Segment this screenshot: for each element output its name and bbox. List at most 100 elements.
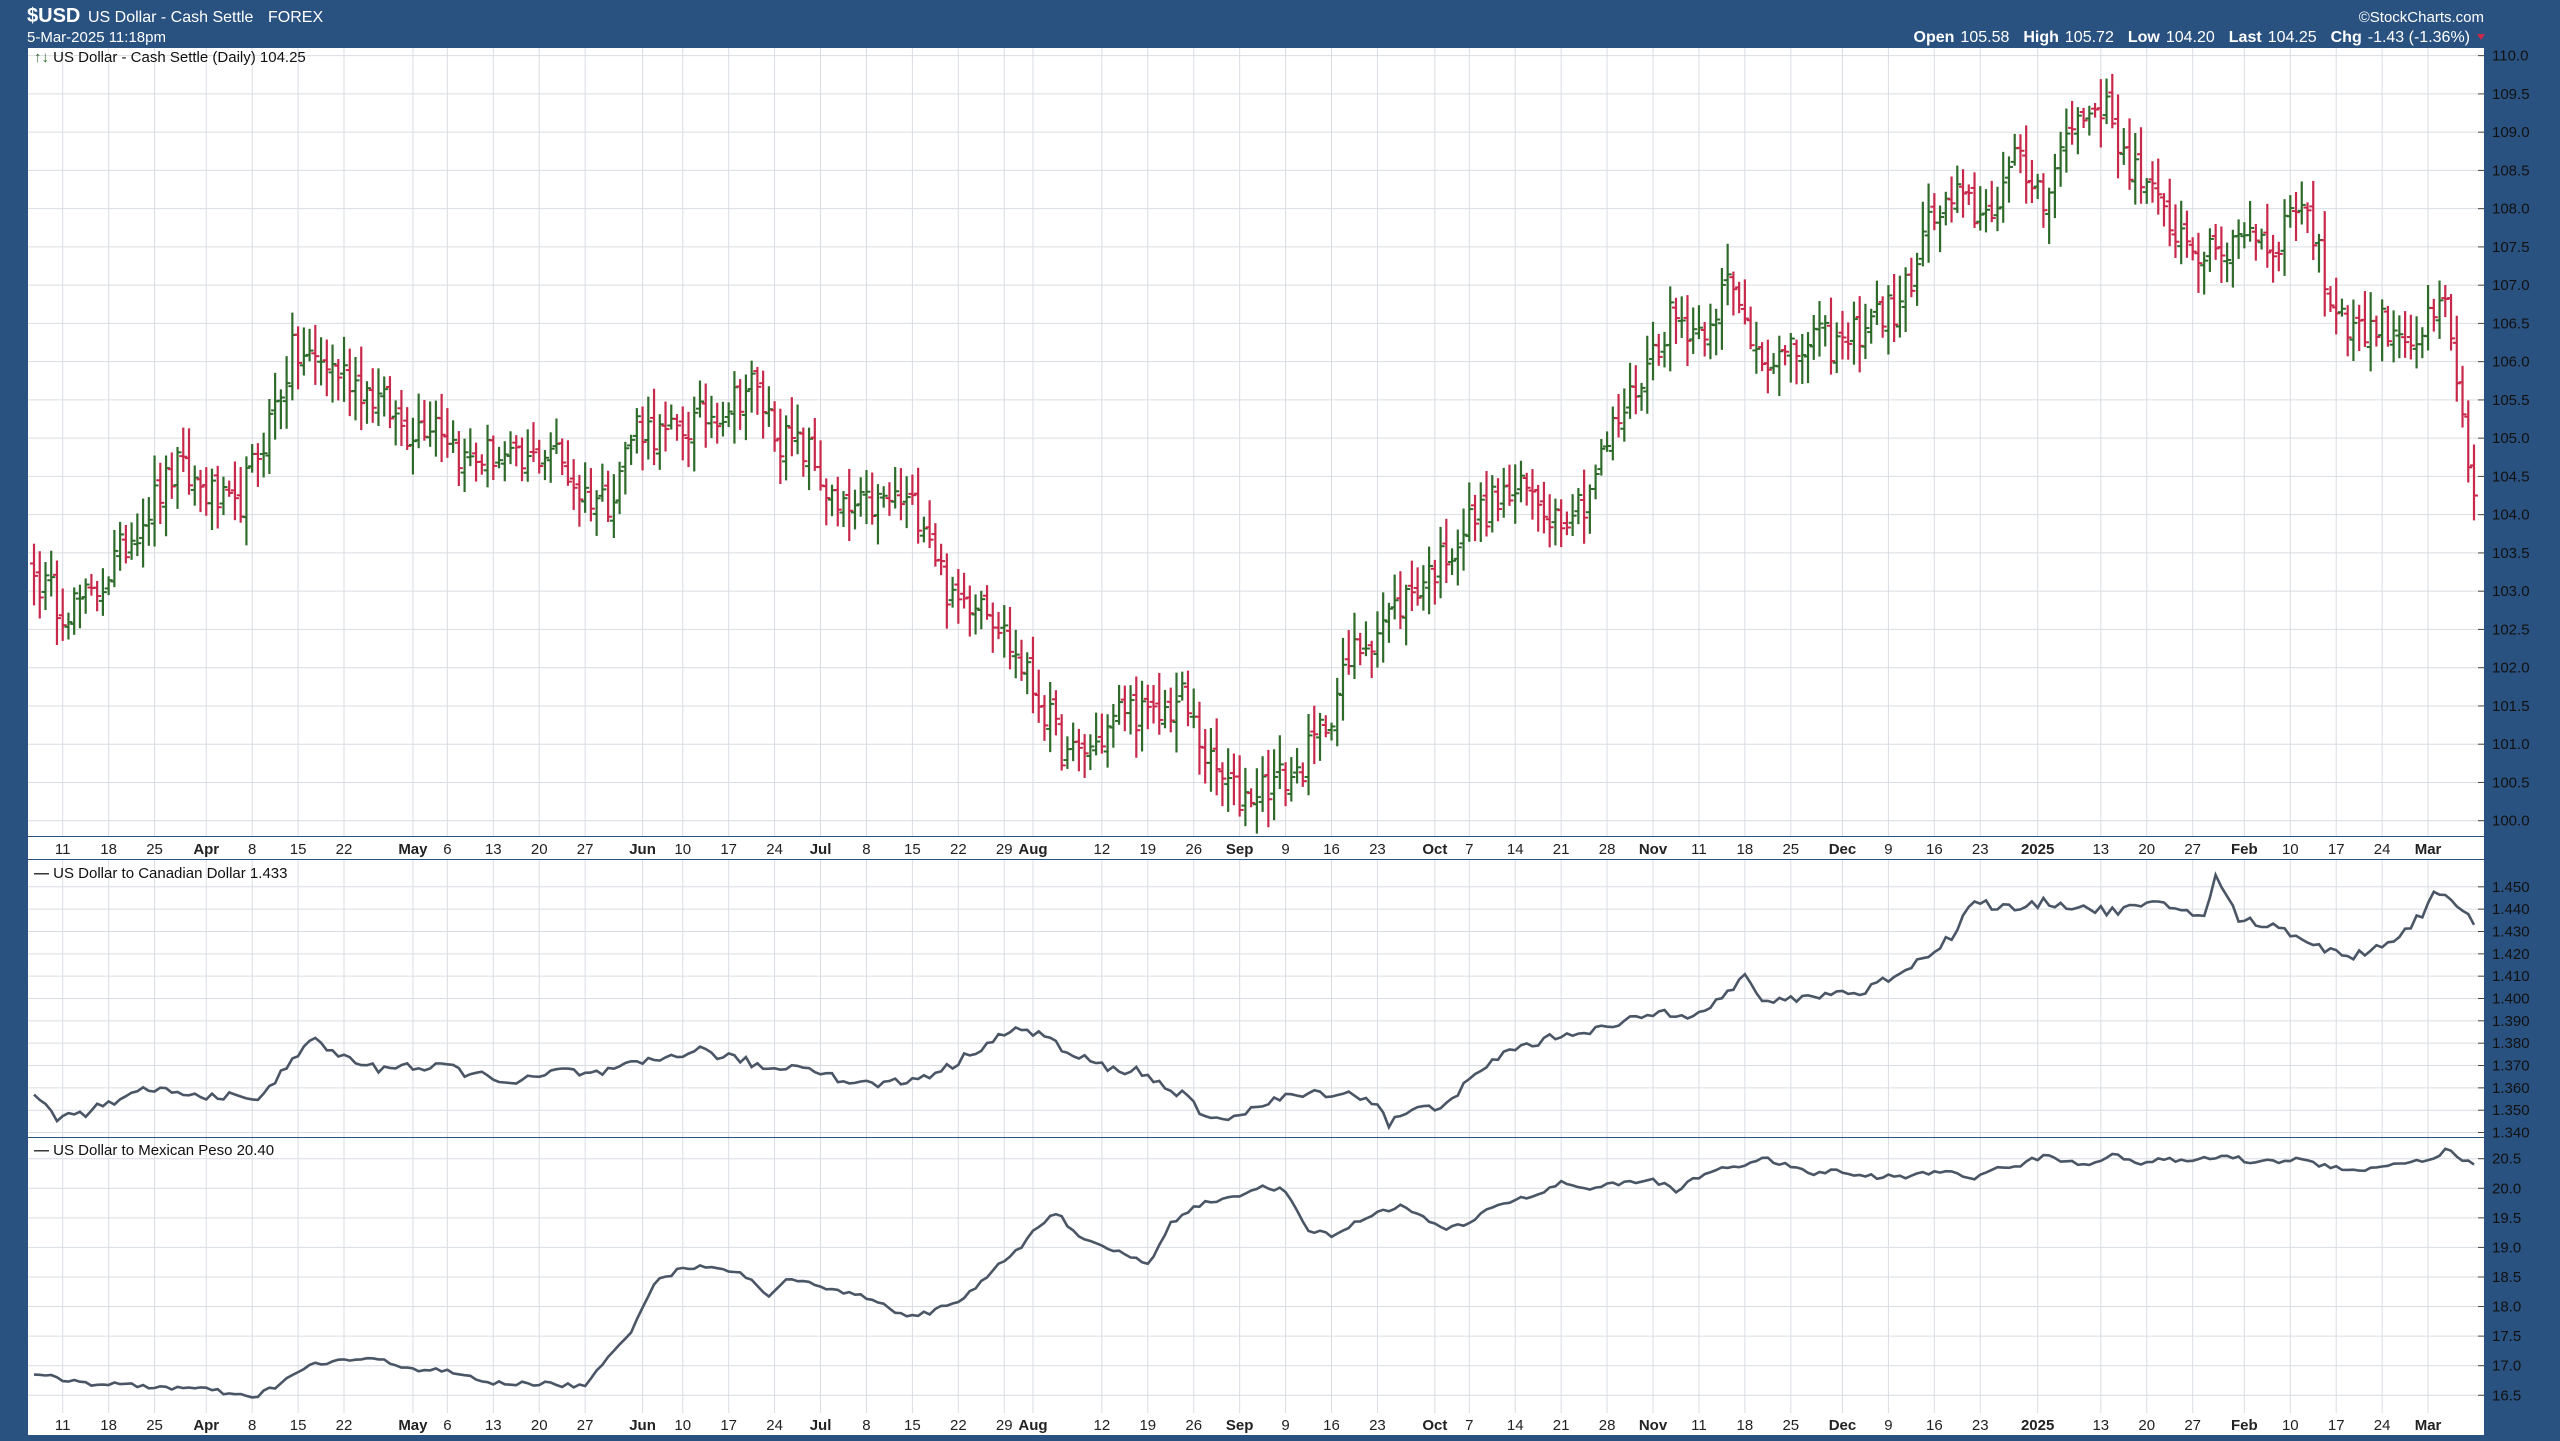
x-tick-label: 26 [1185,1417,1202,1434]
x-tick-label: 14 [1507,841,1524,858]
x-tick-label: 18 [1737,841,1754,858]
x-tick-label: 15 [904,1417,921,1434]
x-tick-label: 11 [55,841,71,858]
x-tick-label: 10 [2282,1417,2299,1434]
y-tick-label: 108.0 [2492,201,2530,218]
y-tick-label: 1.350 [2492,1102,2530,1119]
x-tick-label: 17 [720,841,737,858]
y-tick-label: 1.420 [2492,946,2530,963]
y-tick-label: 1.400 [2492,991,2530,1008]
y-tick-label: 103.0 [2492,583,2530,600]
x-tick-label: 8 [248,841,256,858]
y-tick-label: 107.0 [2492,277,2530,294]
x-tick-label: 12 [1094,841,1111,858]
x-tick-label: Feb [2231,1417,2258,1434]
x-tick-label: 13 [485,841,502,858]
x-tick-label: 22 [336,1417,353,1434]
x-tick-label: 9 [1281,841,1289,858]
x-tick-label: Sep [1226,1417,1254,1434]
x-tick-label: 17 [2328,841,2345,858]
x-tick-label: May [398,841,428,858]
x-tick-label: 10 [674,841,691,858]
x-tick-label: Mar [2415,841,2442,858]
y-tick-label: 18.5 [2492,1269,2521,1286]
y-tick-label: 1.390 [2492,1013,2530,1030]
y-tick-label: 1.410 [2492,968,2530,985]
price-panel: 100.0 100.5 101.0 101.5 102.0 102.5 103.0 103.5… [28,48,2530,836]
x-tick-label: 25 [146,841,163,858]
y-tick-label: 107.5 [2492,239,2530,256]
x-tick-label: 24 [766,841,783,858]
x-tick-label: 24 [2374,841,2391,858]
open-label: Open [1914,29,1955,46]
x-tick-label: 15 [290,1417,307,1434]
x-tick-label: Oct [1422,1417,1447,1434]
copyright: ©StockCharts.com [2359,9,2484,26]
y-tick-label: 102.5 [2492,621,2530,638]
x-tick-label: 14 [1507,1417,1524,1434]
x-tick-label: 2025 [2021,1417,2054,1434]
x-tick-label: 25 [1782,841,1799,858]
y-tick-label: 20.5 [2492,1151,2521,1168]
x-tick-label: 10 [674,1417,691,1434]
chg-label: Chg [2331,29,2362,46]
x-tick-label: 28 [1599,1417,1616,1434]
x-tick-label: 9 [1884,1417,1892,1434]
x-tick-label: 13 [2092,1417,2109,1434]
x-tick-label: 16 [1926,1417,1943,1434]
x-tick-label: 27 [577,1417,594,1434]
high-label: High [2023,29,2059,46]
x-tick-label: Nov [1639,841,1668,858]
cad-legend: — US Dollar to Canadian Dollar 1.433 [34,865,287,882]
mxn-legend: — US Dollar to Mexican Peso 20.40 [34,1142,274,1159]
x-tick-label: Apr [193,1417,219,1434]
mxn-legend-text: US Dollar to Mexican Peso 20.40 [53,1142,274,1159]
x-tick-label: 8 [248,1417,256,1434]
x-tick-label: 23 [1972,1417,1989,1434]
y-tick-label: 108.5 [2492,162,2530,179]
x-tick-label: 28 [1599,841,1616,858]
x-tick-label: Oct [1422,841,1447,858]
y-tick-label: 20.0 [2492,1180,2521,1197]
x-tick-label: 6 [443,841,451,858]
mxn-panel: 16.5 17.0 17.5 18.0 18.5 19.0 19.5 20.0 20.5 — U… [28,1138,2521,1413]
y-tick-label: 106.0 [2492,354,2530,371]
x-tick-label: 27 [577,841,594,858]
x-tick-label: Feb [2231,841,2258,858]
datetime: 5-Mar-2025 11:18pm [27,29,166,46]
x-tick-label: 26 [1185,841,1202,858]
x-tick-label: 15 [290,841,307,858]
x-tick-label: 7 [1465,1417,1473,1434]
x-tick-label: 8 [862,1417,870,1434]
y-tick-label: 104.0 [2492,507,2530,524]
ohlc-legend-icon: ↑↓ [34,49,53,66]
x-tick-label: 11 [1691,841,1707,858]
y-tick-label: 101.0 [2492,736,2530,753]
price-legend: ↑↓ US Dollar - Cash Settle (Daily) 104.2… [34,49,306,66]
x-tick-label: 21 [1553,841,1570,858]
x-tick-label: 20 [2138,841,2155,858]
x-tick-label: Aug [1018,1417,1047,1434]
x-tick-label: 16 [1323,1417,1340,1434]
y-tick-label: 19.5 [2492,1210,2521,1227]
y-tick-label: 1.430 [2492,923,2530,940]
cad-series-line [33,871,2476,1131]
down-arrow-icon [2477,34,2485,40]
x-tick-label: 23 [1369,841,1386,858]
y-tick-label: 105.0 [2492,430,2530,447]
x-tick-label: 9 [1884,841,1892,858]
x-tick-label: 20 [2138,1417,2155,1434]
x-tick-label: 24 [2374,1417,2391,1434]
chg-value: -1.43 (-1.36%) [2368,29,2470,46]
x-tick-label: 27 [2184,841,2201,858]
y-tick-label: 16.5 [2492,1387,2521,1404]
x-tick-label: 22 [950,841,967,858]
x-tick-label: 29 [996,841,1013,858]
x-tick-label: Mar [2415,1417,2442,1434]
x-tick-label: 8 [862,841,870,858]
y-tick-label: 1.340 [2492,1125,2530,1142]
x-tick-label: 23 [1972,841,1989,858]
x-tick-label: 20 [531,841,548,858]
y-tick-label: 1.450 [2492,879,2530,896]
x-tick-label: 2025 [2021,841,2054,858]
